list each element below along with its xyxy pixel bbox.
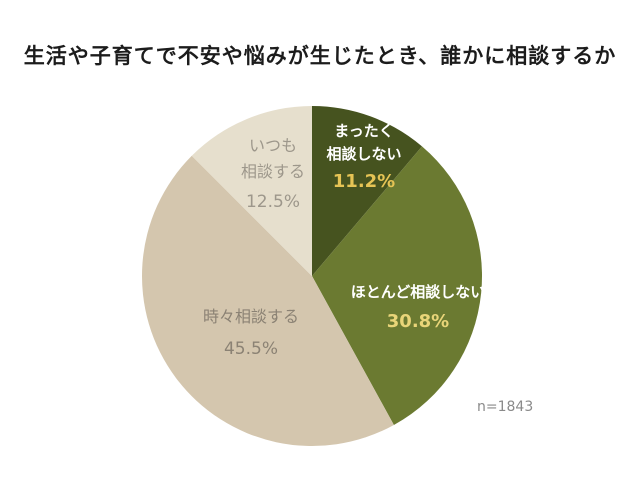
slice-percent: 45.5% xyxy=(223,338,279,359)
pie-slice-1 xyxy=(312,146,483,425)
slice-label: 相談しない xyxy=(326,145,402,164)
pie-slice-3 xyxy=(191,106,312,276)
slice-percent: 11.2% xyxy=(332,170,396,192)
pie-slice-2 xyxy=(141,155,394,447)
slice-label-group-rarely: ほとんど相談しない 30.8% xyxy=(351,281,486,332)
slice-label: 相談する xyxy=(240,162,306,182)
chart-title: 生活や子育てで不安や悩みが生じたとき、誰かに相談するか xyxy=(23,44,617,68)
slice-label-group-always: いつも 相談する 12.5% xyxy=(241,133,305,212)
slice-label-group-sometimes: 時々相談する 45.5% xyxy=(203,305,299,359)
slice-percent: 12.5% xyxy=(245,191,301,212)
slice-label: ほとんど相談しない xyxy=(350,283,486,301)
slice-label: まったく xyxy=(334,122,394,140)
slice-label: 時々相談する xyxy=(202,307,300,326)
sample-size: n=1843 xyxy=(477,399,534,415)
pie-slice-0 xyxy=(312,106,422,276)
slice-label-group-never: まったく 相談しない 11.2% xyxy=(326,120,401,192)
slice-percent: 30.8% xyxy=(386,311,450,333)
slice-label: いつも xyxy=(248,136,298,155)
